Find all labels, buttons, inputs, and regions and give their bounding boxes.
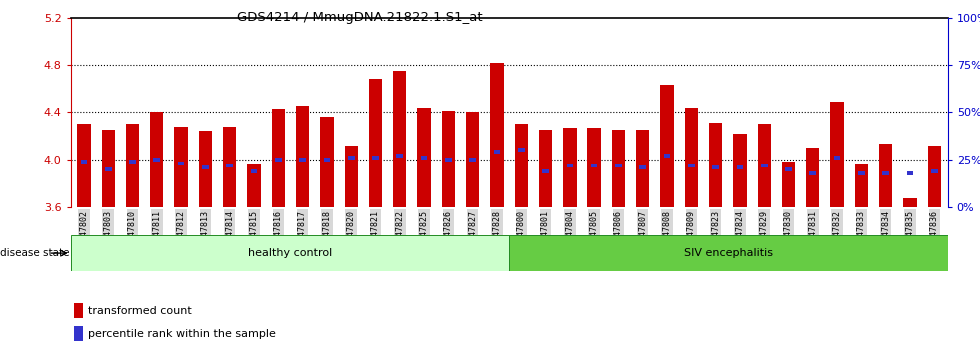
Bar — [906, 171, 913, 175]
Bar — [709, 123, 722, 207]
Bar — [514, 124, 528, 207]
Bar — [174, 127, 188, 207]
Bar — [712, 165, 719, 169]
Bar — [928, 145, 941, 207]
Bar — [855, 165, 868, 207]
Bar — [105, 167, 112, 171]
Bar — [858, 171, 864, 175]
Bar — [904, 198, 916, 207]
Bar — [807, 148, 819, 207]
Bar — [154, 158, 160, 162]
Bar — [223, 127, 236, 207]
Bar — [320, 117, 333, 207]
Bar — [782, 162, 795, 207]
Bar — [80, 160, 87, 164]
Bar — [636, 130, 650, 207]
Text: percentile rank within the sample: percentile rank within the sample — [88, 329, 276, 338]
Bar — [445, 158, 452, 162]
Bar — [830, 102, 844, 207]
Text: SIV encephalitis: SIV encephalitis — [684, 248, 773, 258]
Bar — [879, 144, 893, 207]
Bar — [469, 158, 476, 162]
Bar — [490, 63, 504, 207]
Bar — [125, 124, 139, 207]
Bar — [587, 128, 601, 207]
Bar — [564, 128, 576, 207]
Bar — [931, 169, 938, 173]
Bar — [510, 235, 948, 271]
Bar — [834, 156, 841, 160]
Bar — [466, 113, 479, 207]
Bar — [612, 130, 625, 207]
Bar — [368, 79, 382, 207]
Bar — [247, 165, 261, 207]
Text: transformed count: transformed count — [88, 306, 192, 316]
Bar — [760, 164, 767, 167]
Bar — [202, 165, 209, 169]
Bar — [150, 113, 164, 207]
Bar — [542, 169, 549, 173]
Bar — [323, 158, 330, 162]
Bar — [226, 164, 233, 167]
Bar — [494, 150, 501, 154]
Bar — [271, 109, 285, 207]
Bar — [74, 303, 83, 318]
Bar — [442, 111, 455, 207]
Bar — [809, 171, 816, 175]
Bar — [417, 108, 431, 207]
Bar — [639, 165, 646, 169]
Text: healthy control: healthy control — [248, 248, 332, 258]
Bar — [296, 107, 310, 207]
Bar — [372, 156, 379, 160]
Bar — [420, 156, 427, 160]
Text: disease state: disease state — [0, 248, 70, 258]
Bar — [74, 326, 83, 341]
Bar — [275, 158, 281, 162]
Bar — [102, 130, 115, 207]
Bar — [77, 124, 90, 207]
Bar — [539, 130, 553, 207]
Bar — [737, 165, 743, 169]
Bar — [615, 164, 621, 167]
Bar — [345, 145, 358, 207]
Bar — [397, 154, 403, 158]
Bar — [299, 158, 306, 162]
Bar — [251, 169, 258, 173]
Bar — [177, 162, 184, 165]
Bar — [71, 235, 510, 271]
Bar — [688, 164, 695, 167]
Text: GDS4214 / MmugDNA.21822.1.S1_at: GDS4214 / MmugDNA.21822.1.S1_at — [237, 11, 483, 24]
Bar — [517, 148, 524, 152]
Bar — [663, 154, 670, 158]
Bar — [758, 124, 771, 207]
Bar — [393, 71, 407, 207]
Bar — [591, 164, 598, 167]
Bar — [348, 156, 355, 160]
Bar — [733, 134, 747, 207]
Bar — [199, 131, 212, 207]
Bar — [882, 171, 889, 175]
Bar — [785, 167, 792, 171]
Bar — [661, 85, 673, 207]
Bar — [685, 108, 698, 207]
Bar — [129, 160, 136, 164]
Bar — [566, 164, 573, 167]
